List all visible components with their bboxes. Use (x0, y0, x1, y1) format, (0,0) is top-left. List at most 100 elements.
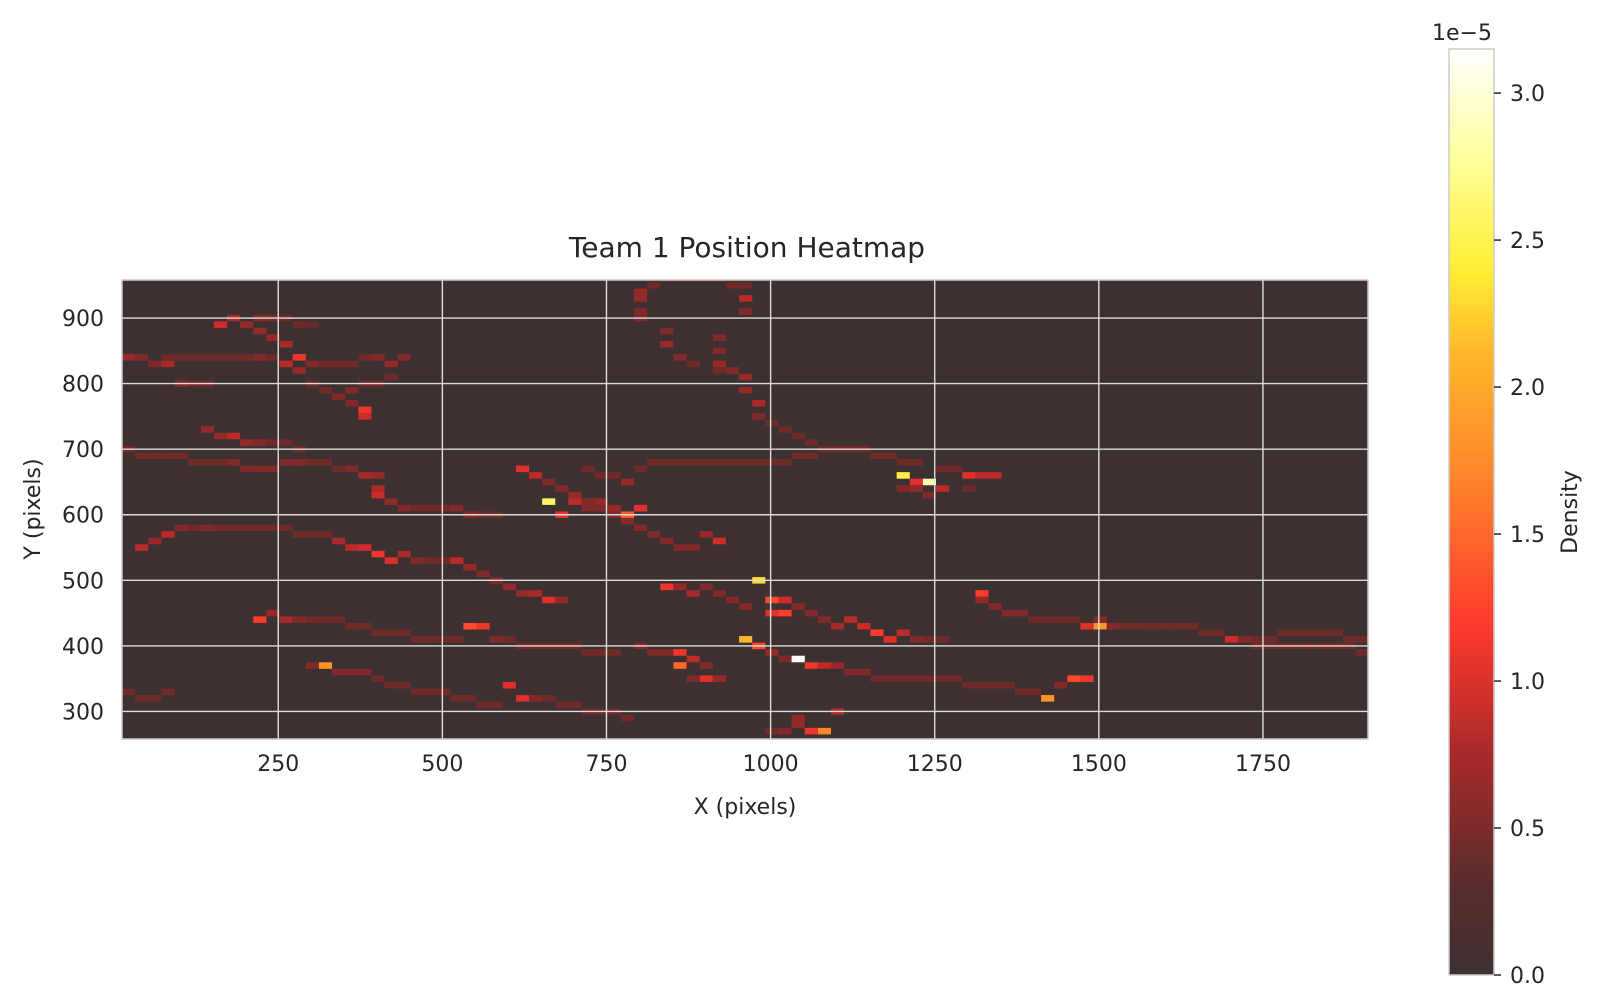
heatmap-cell (922, 478, 937, 486)
heatmap-cell (1093, 622, 1107, 630)
heatmap-cell (292, 367, 306, 374)
heatmap-cell (463, 563, 477, 571)
heatmap-cell (725, 367, 740, 374)
heatmap-cell (371, 629, 385, 637)
heatmap-cell (909, 485, 923, 492)
heatmap-cell (1303, 629, 1317, 637)
heatmap-cell (423, 636, 438, 643)
heatmap-cell (1093, 616, 1107, 623)
heatmap-cell (305, 616, 319, 623)
heatmap-cell (423, 557, 438, 564)
heatmap-cell (922, 675, 937, 682)
heatmap-cell (975, 596, 989, 604)
heatmap-cells (122, 280, 1368, 735)
heatmap-cell (253, 524, 267, 532)
heatmap-cell (830, 622, 845, 630)
heatmap-cell (686, 459, 700, 466)
heatmap-cell (1356, 636, 1368, 643)
heatmap-cell (949, 465, 963, 473)
heatmap-cell (1106, 622, 1120, 630)
heatmap-cell (896, 472, 910, 479)
heatmap-cell (371, 675, 385, 682)
heatmap-cell (200, 426, 214, 433)
heatmap-cell (634, 288, 648, 296)
heatmap-cell (266, 354, 280, 361)
heatmap-cell (292, 531, 306, 538)
heatmap-cell (345, 399, 359, 407)
heatmap-cell (384, 373, 398, 381)
heatmap-cell (318, 360, 333, 368)
heatmap-cell (673, 649, 687, 656)
y-tick-label: 300 (62, 700, 104, 725)
heatmap-cell (437, 688, 451, 696)
heatmap-cell (765, 649, 779, 656)
heatmap-cell (450, 504, 464, 512)
heatmap-cell (778, 655, 792, 663)
heatmap-cell (542, 498, 556, 505)
heatmap-cell (423, 688, 438, 696)
heatmap-cell (857, 622, 871, 630)
heatmap-cell (345, 622, 359, 630)
heatmap-cell (922, 491, 937, 499)
heatmap-cell (515, 695, 530, 702)
heatmap-cell (384, 360, 398, 368)
colorbar-label: Density (1558, 470, 1583, 554)
heatmap-cell (857, 668, 871, 676)
colorbar-ticks: 0.0 0.5 1.0 1.5 2.0 2.5 3.0 (1494, 82, 1545, 989)
heatmap-cell (410, 504, 424, 512)
heatmap-cell (122, 354, 136, 361)
heatmap-cell (634, 524, 648, 532)
y-tick-label: 400 (62, 635, 104, 660)
heatmap-cell (305, 662, 319, 669)
heatmap-cell (266, 439, 280, 446)
heatmap-cell (266, 524, 280, 532)
heatmap-cell (594, 498, 608, 505)
colorbar-tick-label: 1.5 (1510, 523, 1545, 548)
heatmap-cell (292, 354, 306, 361)
colorbar-exponent: 1e−5 (1432, 21, 1492, 46)
heatmap-cell (135, 354, 149, 361)
heatmap-cell (397, 354, 411, 361)
heatmap-cell (673, 280, 687, 282)
heatmap-cell (305, 459, 319, 466)
heatmap-cell (292, 459, 306, 466)
heatmap-cell (1132, 622, 1147, 630)
colorbar-tick-label: 0.0 (1510, 964, 1545, 989)
heatmap-cell (712, 360, 726, 368)
heatmap-cell (712, 459, 726, 466)
heatmap-cell (791, 714, 805, 722)
heatmap-cell (686, 280, 700, 282)
heatmap-cell (949, 675, 963, 682)
heatmap-cell (489, 636, 503, 643)
heatmap-cell (371, 472, 385, 479)
heatmap-cell (673, 354, 687, 361)
heatmap-cell (765, 459, 779, 466)
heatmap-cell (883, 452, 897, 460)
colorbar-tick-label: 2.5 (1510, 229, 1545, 254)
heatmap-cell (739, 373, 753, 381)
heatmap-cell (187, 459, 201, 466)
heatmap-cell (607, 472, 621, 479)
heatmap-cell (148, 452, 162, 460)
heatmap-cell (502, 636, 516, 643)
heatmap-cell (936, 636, 950, 643)
heatmap-cell (410, 557, 424, 564)
heatmap-cell (739, 308, 753, 315)
heatmap-cell (752, 413, 766, 420)
heatmap-cell (240, 354, 254, 361)
heatmap-cell (739, 636, 753, 643)
heatmap-cell (896, 675, 910, 682)
heatmap-cell (712, 675, 726, 682)
heatmap-cell (804, 452, 818, 460)
heatmap-cell (1264, 636, 1278, 643)
heatmap-cell (804, 662, 818, 669)
heatmap-cell (542, 695, 556, 702)
heatmap-cell (817, 662, 831, 669)
heatmap-cell (161, 688, 175, 696)
heatmap-cell (699, 459, 713, 466)
heatmap-cell (988, 472, 1002, 479)
heatmap-cell (660, 649, 674, 656)
heatmap-cell (1067, 616, 1081, 623)
heatmap-cell (187, 524, 201, 532)
heatmap-cell (1185, 622, 1199, 630)
